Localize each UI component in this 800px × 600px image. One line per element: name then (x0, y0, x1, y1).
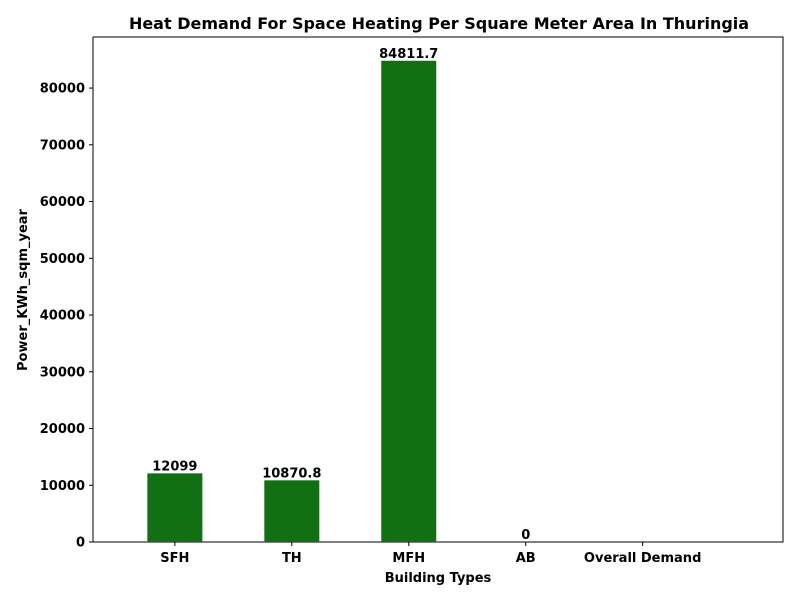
value-labels-group: 12099 10870.8 84811.7 0 (152, 47, 530, 543)
x-tick-label: MFH (392, 551, 425, 566)
bar-mfh (381, 60, 437, 542)
y-tick-label: 80000 (40, 82, 85, 97)
bar-th (264, 480, 320, 542)
y-tick-label: 60000 (40, 195, 85, 210)
x-tick-label: TH (282, 551, 302, 566)
x-axis: SFH TH MFH AB Overall Demand (160, 542, 701, 566)
y-tick-label: 0 (76, 536, 85, 551)
y-axis-label: Power_KWh_sqm_year (16, 208, 31, 371)
value-label-mfh: 84811.7 (379, 47, 438, 62)
value-label-th: 10870.8 (262, 466, 321, 481)
chart-title: Heat Demand For Space Heating Per Square… (129, 14, 749, 33)
bar-sfh (147, 473, 203, 542)
y-axis: 0 10000 20000 30000 40000 50000 60000 70000 8000… (40, 82, 93, 551)
x-tick-label: AB (516, 551, 536, 566)
bars-group (147, 60, 437, 542)
x-axis-label: Building Types (385, 571, 492, 586)
y-tick-label: 40000 (40, 309, 85, 324)
y-tick-label: 50000 (40, 252, 85, 267)
y-tick-label: 10000 (40, 479, 85, 494)
plot-frame (92, 36, 784, 543)
x-tick-label: SFH (160, 551, 189, 566)
x-tick-label: Overall Demand (584, 551, 701, 566)
y-tick-label: 20000 (40, 422, 85, 437)
value-label-sfh: 12099 (152, 459, 197, 474)
y-tick-label: 70000 (40, 138, 85, 153)
value-label-ab: 0 (521, 528, 530, 543)
y-tick-label: 30000 (40, 365, 85, 380)
